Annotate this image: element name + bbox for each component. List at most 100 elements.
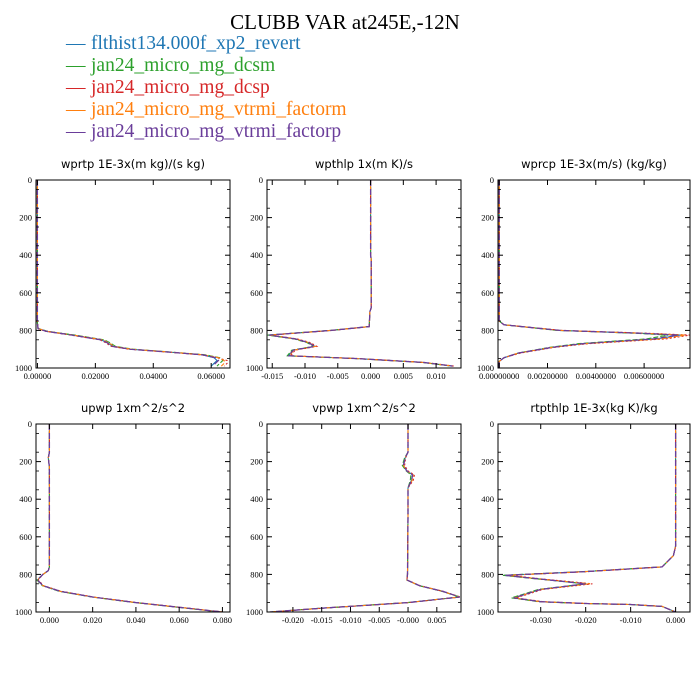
y-tick-label: 1000 xyxy=(477,363,494,373)
plot-frame xyxy=(497,423,691,613)
y-tick-label: 0 xyxy=(490,419,494,429)
figure-title: CLUBB VAR at245E,-12N xyxy=(230,10,460,34)
legend-label: jan24_micro_mg_dcsp xyxy=(90,77,270,98)
y-tick-label: 200 xyxy=(481,457,494,467)
plot-frame xyxy=(497,179,691,369)
series-line xyxy=(36,180,218,367)
legend-label: jan24_micro_mg_dcsm xyxy=(90,55,275,76)
series-line xyxy=(504,424,677,612)
x-tick-label: 0.06000 xyxy=(197,371,225,381)
panel-title: wprtp 1E-3x(m kg)/(s kg) xyxy=(61,157,205,171)
x-tick-label: 0.005 xyxy=(427,615,446,625)
series-line xyxy=(36,424,223,612)
y-tick-label: 400 xyxy=(481,250,494,260)
series-line xyxy=(36,424,223,612)
y-tick-label: 600 xyxy=(19,288,32,298)
x-tick-label: 0.00400000 xyxy=(576,371,616,381)
x-tick-label: -0.005 xyxy=(327,371,349,381)
y-tick-label: 0 xyxy=(259,419,263,429)
legend-label: jan24_micro_mg_vtrmi_factorm xyxy=(90,99,347,120)
panel-title: upwp 1xm^2/s^2 xyxy=(81,401,185,415)
series-line xyxy=(36,180,228,367)
x-tick-label: 0.080 xyxy=(213,615,232,625)
legend: — flthist134.000f_xp2_revert— jan24_micro_… xyxy=(65,33,347,142)
x-tick-label: -0.005 xyxy=(368,615,390,625)
x-tick-label: 0.00200000 xyxy=(527,371,567,381)
y-tick-label: 200 xyxy=(19,457,32,467)
x-tick-label: -0.020 xyxy=(575,615,597,625)
series-line xyxy=(37,424,224,612)
y-tick-label: 1000 xyxy=(15,363,32,373)
chart-panel: wpthlp 1x(m K)/s 0 200 400 600 800 1000-0.015 -… xyxy=(246,157,462,381)
legend-label: jan24_micro_mg_vtrmi_factorp xyxy=(90,121,341,142)
plot-frame xyxy=(266,179,462,369)
legend-marker: — xyxy=(65,55,86,76)
x-tick-label: 0.000 xyxy=(361,371,380,381)
y-tick-label: 0 xyxy=(28,419,32,429)
series-line xyxy=(268,180,453,367)
y-tick-label: 400 xyxy=(250,494,263,504)
y-tick-label: 800 xyxy=(19,569,32,579)
chart-panel: vpwp 1xm^2/s^2 0 200 400 600 800 1000 -0.020 -0.… xyxy=(246,401,462,625)
plot-frame xyxy=(35,179,231,369)
legend-marker: — xyxy=(65,121,86,142)
y-tick-label: 0 xyxy=(28,175,32,185)
y-tick-label: 800 xyxy=(250,569,263,579)
x-tick-label: -0.000 xyxy=(397,615,419,625)
y-tick-label: 0 xyxy=(259,175,263,185)
y-tick-label: 400 xyxy=(250,250,263,260)
y-tick-label: 600 xyxy=(481,288,494,298)
series-line xyxy=(267,180,452,367)
legend-label: flthist134.000f_xp2_revert xyxy=(91,33,301,54)
series-line xyxy=(269,424,460,612)
x-tick-label: 0.005 xyxy=(394,371,413,381)
y-tick-label: 400 xyxy=(19,494,32,504)
series-line xyxy=(36,180,220,367)
y-tick-label: 800 xyxy=(481,325,494,335)
legend-entry: — jan24_micro_mg_dcsm xyxy=(65,55,275,76)
chart-panel: upwp 1xm^2/s^2 0 200 400 600 800 1000 0.000 0.02… xyxy=(15,401,232,625)
y-tick-label: 800 xyxy=(19,325,32,335)
y-tick-label: 200 xyxy=(250,213,263,223)
series-line xyxy=(498,180,686,368)
legend-entry: — jan24_micro_mg_vtrmi_factorm xyxy=(65,99,347,120)
chart-panel: wprtp 1E-3x(m kg)/(s kg) 0 200 400 600 800 100… xyxy=(15,157,231,381)
series-line xyxy=(36,424,222,612)
series-line xyxy=(269,180,453,367)
panel-title: wpthlp 1x(m K)/s xyxy=(315,157,413,171)
legend-marker: — xyxy=(65,77,86,98)
chart-panel: wprcp 1E-3x(m/s) (kg/kg) 0 200 400 600 800 100… xyxy=(477,157,691,381)
x-tick-label: -0.020 xyxy=(282,615,304,625)
series-line xyxy=(509,424,677,612)
x-tick-label: -0.015 xyxy=(261,371,283,381)
plot-frame xyxy=(35,423,231,613)
series-line xyxy=(270,424,461,612)
series-line xyxy=(268,180,453,367)
series-line xyxy=(36,424,223,612)
y-tick-label: 1000 xyxy=(15,607,32,617)
y-tick-label: 600 xyxy=(481,532,494,542)
plot-frame xyxy=(266,423,462,613)
series-line xyxy=(36,180,224,367)
x-tick-label: 0.00000000 xyxy=(479,371,519,381)
y-tick-label: 1000 xyxy=(246,363,263,373)
y-tick-label: 200 xyxy=(19,213,32,223)
series-line xyxy=(498,180,679,368)
x-tick-label: 0.00600000 xyxy=(624,371,664,381)
panel-title: vpwp 1xm^2/s^2 xyxy=(312,401,416,415)
x-tick-label: 0.010 xyxy=(427,371,446,381)
x-tick-label: -0.010 xyxy=(339,615,361,625)
x-tick-label: 0.000 xyxy=(40,615,59,625)
y-tick-label: 600 xyxy=(250,288,263,298)
legend-entry: — flthist134.000f_xp2_revert xyxy=(65,33,301,54)
y-tick-label: 400 xyxy=(481,494,494,504)
y-tick-label: 600 xyxy=(19,532,32,542)
chart-panel: rtpthlp 1E-3x(kg K)/kg 0 200 400 600 800 1000 -… xyxy=(477,401,691,625)
x-tick-label: -0.030 xyxy=(530,615,552,625)
x-tick-label: 0.02000 xyxy=(82,371,110,381)
x-tick-label: 0.060 xyxy=(170,615,189,625)
legend-entry: — jan24_micro_mg_dcsp xyxy=(65,77,270,98)
series-line xyxy=(269,424,460,612)
x-tick-label: -0.015 xyxy=(311,615,333,625)
